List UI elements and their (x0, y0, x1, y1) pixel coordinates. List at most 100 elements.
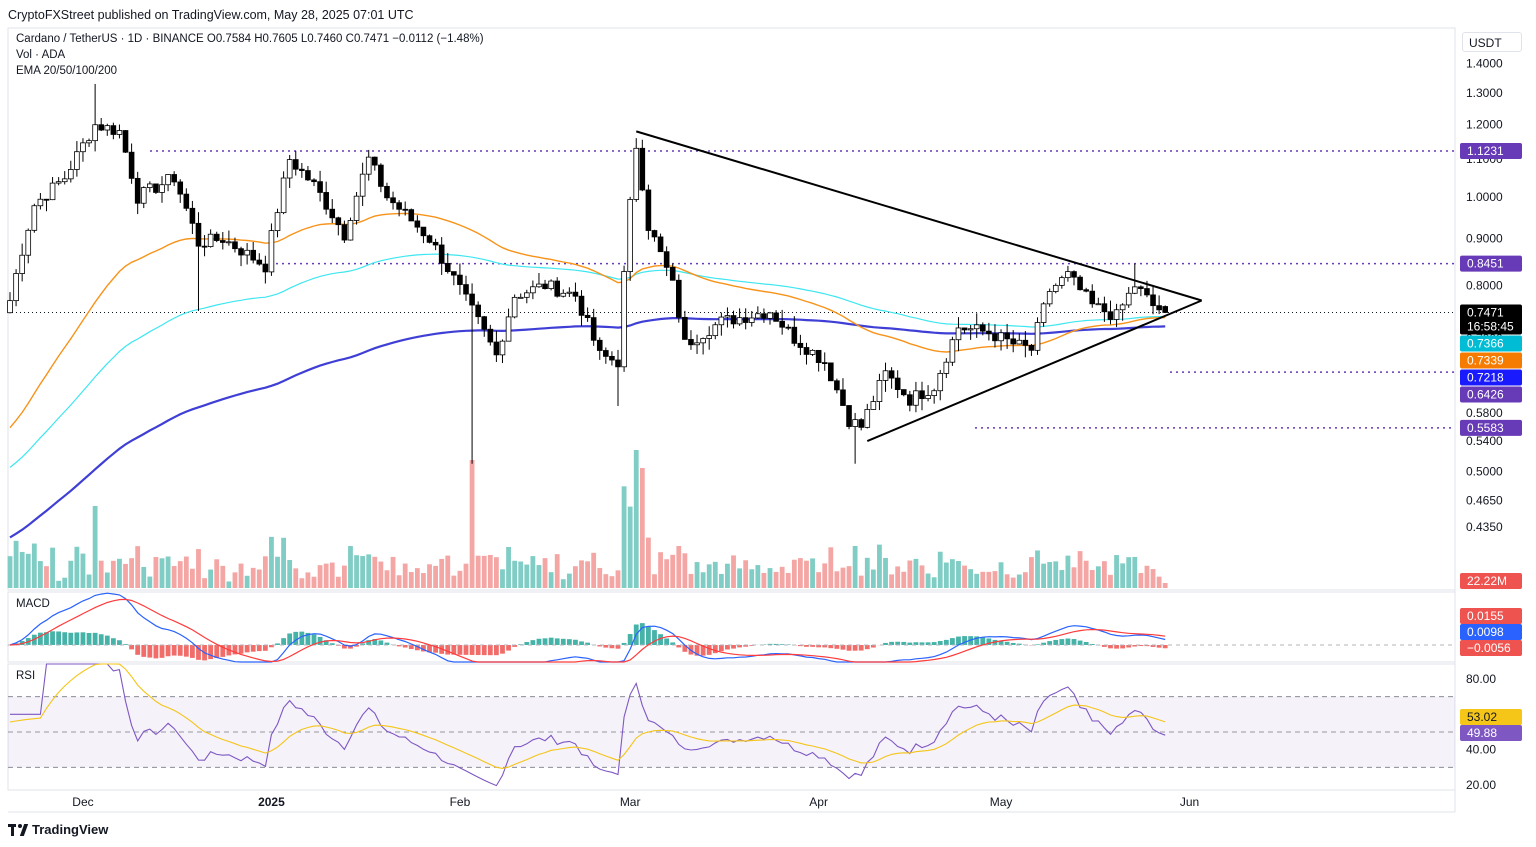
volume-bar (877, 544, 882, 588)
macd-signal-value: 0.0155 (1467, 609, 1504, 623)
volume-bar (323, 563, 329, 588)
candle-body (1132, 286, 1138, 294)
candle-body (1101, 303, 1108, 313)
volume-axis-label-text: 22.22M (1467, 574, 1507, 588)
volume-bar (451, 575, 457, 588)
macd-histogram-bar (360, 643, 366, 645)
volume-bar (536, 565, 542, 588)
macd-histogram-bar (639, 623, 645, 645)
candle-body (1016, 339, 1023, 345)
candle-body (578, 295, 585, 316)
volume-bar (86, 574, 92, 588)
price-axis-label (1460, 386, 1522, 403)
macd-histogram-bar (937, 641, 943, 645)
candle-body (396, 202, 402, 210)
volume-bar (38, 561, 43, 588)
volume-bar (414, 568, 420, 588)
macd-histogram-bar (706, 645, 712, 655)
candle-body (688, 339, 694, 346)
macd-histogram-bar (1059, 639, 1065, 645)
volume-bar (44, 566, 49, 588)
candle-body (907, 394, 913, 406)
price-axis-label (1460, 335, 1522, 352)
macd-histogram-bar (986, 638, 992, 645)
volume-bar (226, 581, 232, 588)
macd-histogram-bar (1156, 645, 1162, 648)
volume-bar (1029, 557, 1034, 588)
candle-body (669, 266, 676, 281)
symbol-legend[interactable]: Cardano / TetherUS · 1D · BINANCE O0.758… (16, 33, 484, 45)
candle-body (329, 208, 336, 219)
macd-histogram-bar (883, 642, 888, 645)
volume-bar (159, 558, 165, 588)
macd-histogram-value-box (1460, 640, 1522, 656)
volume-bar (427, 564, 432, 588)
macd-histogram-bar (317, 636, 323, 645)
macd-histogram-bar (615, 645, 621, 649)
volume-bar (147, 576, 153, 588)
volume-legend[interactable]: Vol · ADA (16, 49, 66, 61)
macd-histogram-bar (1108, 645, 1113, 649)
rsi-pane-label[interactable]: RSI (16, 670, 36, 682)
candle-body (341, 224, 348, 241)
macd-histogram-bar (1077, 640, 1083, 645)
macd-histogram-bar (652, 630, 657, 645)
candle-body (1162, 306, 1169, 313)
volume-bar (311, 576, 317, 588)
candle-body (542, 283, 548, 290)
volume-bar (25, 553, 31, 588)
candle-body (43, 198, 50, 201)
macd-histogram-bar (323, 640, 329, 645)
macd-histogram-bar (718, 645, 724, 652)
macd-histogram-bar (1071, 639, 1077, 645)
volume-bar (50, 547, 55, 588)
macd-histogram-bar (378, 640, 384, 645)
candle-body (882, 370, 889, 381)
candle-body (92, 124, 98, 142)
candle-body (390, 197, 396, 204)
ema-legend[interactable]: EMA 20/50/100/200 (16, 65, 118, 77)
volume-bar (1114, 555, 1119, 588)
candle-body (846, 405, 852, 427)
currency-unit-button[interactable]: USDT (1462, 32, 1522, 52)
ema-50-line (9, 212, 1166, 429)
macd-histogram-bar (585, 642, 590, 645)
candle-body (1156, 305, 1162, 311)
macd-histogram-bar (98, 634, 104, 645)
candle-body (55, 181, 62, 184)
candle-body (1028, 344, 1035, 351)
volume-bar (348, 546, 353, 588)
macd-pane-label[interactable]: MACD (16, 598, 50, 610)
candle-body (980, 324, 986, 332)
macd-histogram-bar (779, 644, 785, 645)
triangle-upper-trendline (635, 130, 1202, 302)
volume-bar (998, 562, 1004, 588)
rsi-tick-label: 80.00 (1466, 672, 1496, 686)
price-axis-label (1460, 352, 1522, 369)
macd-histogram-bar (293, 631, 299, 645)
volume-bar (220, 565, 226, 588)
candle-body (201, 245, 208, 248)
candle-body (657, 236, 664, 253)
volume-bar (317, 565, 323, 588)
candle-body (834, 380, 840, 391)
candle-body (803, 347, 810, 355)
candle-body (238, 248, 244, 256)
time-tick-label: May (990, 795, 1013, 809)
volume-bar (390, 556, 396, 588)
macd-histogram-bar (141, 645, 147, 657)
candle-body (432, 241, 439, 246)
macd-histogram-bar (1047, 641, 1053, 645)
candle-body (189, 207, 196, 224)
volume-bar (74, 546, 80, 588)
macd-histogram-bar (86, 632, 92, 645)
macd-histogram-value: −0.0056 (1467, 641, 1511, 655)
macd-histogram-bar (980, 637, 986, 645)
volume-bar (208, 569, 214, 588)
candle-body (232, 241, 238, 250)
candle-body (700, 338, 706, 344)
volume-bar (542, 558, 548, 588)
volume-bar (1041, 563, 1046, 588)
volume-bar (852, 546, 858, 588)
